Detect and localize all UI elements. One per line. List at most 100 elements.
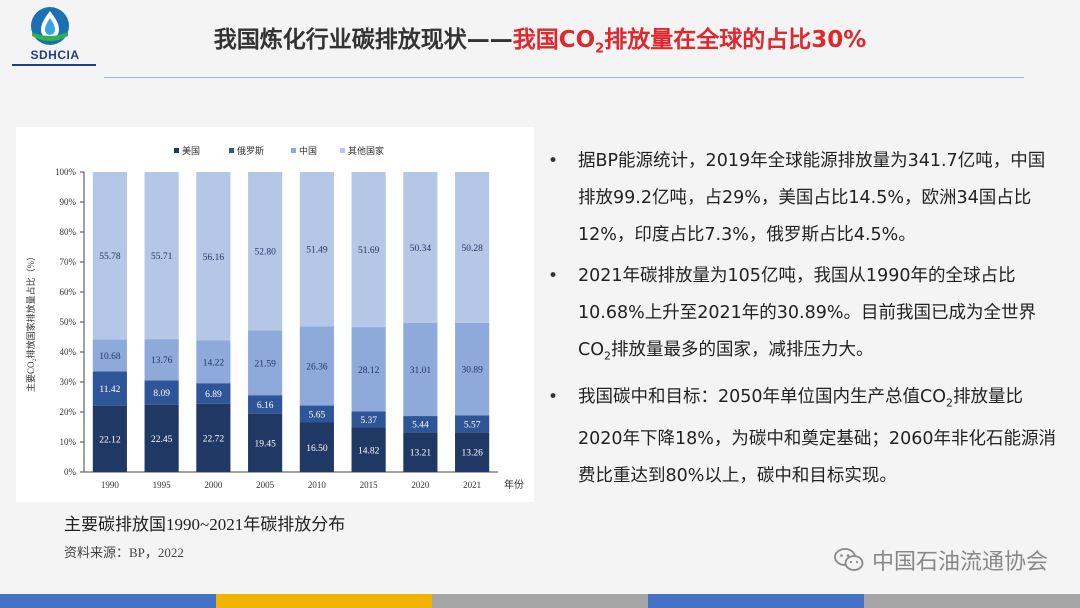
- data-label: 6.16: [257, 401, 274, 411]
- data-label: 26.36: [306, 363, 328, 373]
- x-axis-title: 年份: [504, 478, 524, 491]
- y-tick-label: 20%: [60, 407, 77, 417]
- bar-segment: [455, 172, 490, 323]
- bar-segment: [248, 413, 283, 472]
- legend-swatch: [340, 148, 345, 153]
- bar-segment: [92, 172, 127, 340]
- bullet-text-3-sub: 2: [946, 396, 954, 409]
- chart-panel: 0% 10% 20% 30% 40% 50% 60% 70% 80% 90% 100% 主要CO₂排放…: [16, 127, 534, 502]
- bar-segment: [403, 172, 438, 324]
- legend-label: 俄罗斯: [237, 145, 264, 157]
- data-label: 50.28: [461, 244, 483, 254]
- bullet-item-1: • 据BP能源统计，2019年全球能源排放量为341.7亿吨，中国排放99.2亿…: [548, 143, 1058, 254]
- strip-segment: [864, 594, 1080, 608]
- data-label: 13.76: [151, 356, 173, 366]
- data-label: 50.34: [410, 244, 432, 254]
- logo: SDHCIA: [0, 0, 104, 72]
- bullet-text-2-post: 排放量最多的国家，减排压力大。: [611, 340, 874, 360]
- y-tick-label: 40%: [60, 347, 77, 357]
- bullet-item-3: • 我国碳中和目标：2050年单位国内生产总值CO2排放量比2020年下降18%…: [548, 379, 1058, 496]
- legend-swatch: [174, 148, 179, 153]
- bottom-color-strip: [0, 594, 1080, 608]
- y-tick-label: 60%: [60, 287, 77, 297]
- bar-segment: [92, 339, 127, 372]
- bar-segment: [299, 405, 334, 423]
- data-label: 56.16: [203, 253, 225, 263]
- bar-segment: [92, 371, 127, 406]
- y-tick-label: 70%: [60, 257, 77, 267]
- data-label: 22.45: [151, 435, 173, 445]
- bar-segment: [299, 422, 334, 472]
- data-label: 51.49: [306, 246, 328, 256]
- bar-segment: [299, 326, 334, 406]
- chart-caption: 主要碳排放国1990~2021年碳排放分布: [64, 515, 346, 534]
- data-label: 31.01: [410, 366, 432, 376]
- data-label: 8.09: [153, 389, 170, 399]
- bar-segment: [196, 172, 231, 341]
- bar-segment: [455, 415, 490, 433]
- y-axis-title: 主要CO₂排放国家排放量占比（%）: [25, 252, 36, 392]
- legend-swatch: [229, 148, 234, 153]
- watermark: 中国石油流通协会: [834, 544, 1048, 576]
- bar-segment: [144, 404, 179, 472]
- logo-underline: [12, 64, 96, 66]
- legend-label: 中国: [299, 145, 317, 157]
- data-label: 55.78: [99, 252, 121, 262]
- data-label: 28.12: [358, 366, 380, 376]
- data-label: 22.72: [203, 434, 225, 444]
- x-tick-label: 1995: [153, 480, 172, 490]
- data-label: 16.50: [306, 444, 328, 454]
- title-part2: 我国CO2排放量在全球的占比30%: [513, 27, 867, 57]
- logo-text: SDHCIA: [30, 48, 80, 62]
- bar-segment: [455, 322, 490, 416]
- y-tick-label: 50%: [60, 317, 77, 327]
- bar-segment: [196, 403, 231, 472]
- bar-segment: [351, 172, 386, 328]
- bar-segment: [403, 416, 438, 433]
- bullet-text-2-pre: 2021年碳排放量为105亿吨，我国从1990年的全球占比10.68%上升至20…: [578, 266, 1036, 360]
- x-tick-label: 1990: [101, 480, 120, 490]
- data-label: 30.89: [461, 366, 483, 376]
- bar-segment: [196, 383, 231, 404]
- bullet-text-1: 据BP能源统计，2019年全球能源排放量为341.7亿吨，中国排放99.2亿吨，…: [578, 151, 1046, 245]
- title-subscript: 2: [595, 41, 605, 57]
- data-label: 14.82: [358, 446, 380, 456]
- bar-segment: [248, 330, 283, 396]
- data-label: 13.26: [461, 449, 483, 459]
- y-tick-label: 30%: [60, 377, 77, 387]
- x-tick-label: 2021: [463, 480, 481, 490]
- title-part1: 我国炼化行业碳排放现状——: [213, 27, 513, 53]
- y-tick-label: 80%: [60, 227, 77, 237]
- data-label: 11.42: [99, 385, 120, 395]
- bullet-text-3-pre: 我国碳中和目标：2050年单位国内生产总值CO: [578, 386, 947, 407]
- legend-label: 其他国家: [348, 145, 384, 157]
- y-tick-label: 0%: [64, 467, 77, 477]
- bullet-item-2: • 2021年碳排放量为105亿吨，我国从1990年的全球占比10.68%上升至…: [548, 258, 1058, 375]
- x-tick-label: 2000: [204, 480, 223, 490]
- bar-segment: [299, 172, 334, 327]
- title-part2b: 排放量在全球的占比30%: [604, 27, 867, 53]
- data-label: 55.71: [151, 252, 173, 262]
- legend-swatch: [291, 148, 296, 153]
- bar-segment: [248, 395, 283, 414]
- x-tick-label: 2020: [411, 480, 430, 490]
- y-tick-label: 90%: [60, 197, 77, 207]
- data-label: 6.89: [205, 390, 222, 400]
- data-label: 14.22: [203, 358, 225, 368]
- bar-segment: [455, 432, 490, 472]
- bar-segment: [92, 405, 127, 472]
- y-tick-label: 10%: [60, 437, 77, 447]
- bar-segment: [351, 427, 386, 472]
- x-tick-label: 2010: [308, 480, 327, 490]
- chart-source: 资料来源：BP，2022: [64, 545, 184, 560]
- x-tick-label: 2005: [256, 480, 275, 490]
- bar-segment: [144, 380, 179, 405]
- data-label: 51.69: [358, 246, 380, 256]
- data-label: 5.44: [412, 421, 429, 431]
- data-label: 21.59: [254, 359, 276, 369]
- bar-segment: [144, 339, 179, 381]
- watermark-text: 中国石油流通协会: [871, 550, 1048, 575]
- bullet-list: • 据BP能源统计，2019年全球能源排放量为341.7亿吨，中国排放99.2亿…: [548, 143, 1058, 499]
- data-label: 19.45: [254, 439, 276, 449]
- strip-segment: [0, 594, 216, 608]
